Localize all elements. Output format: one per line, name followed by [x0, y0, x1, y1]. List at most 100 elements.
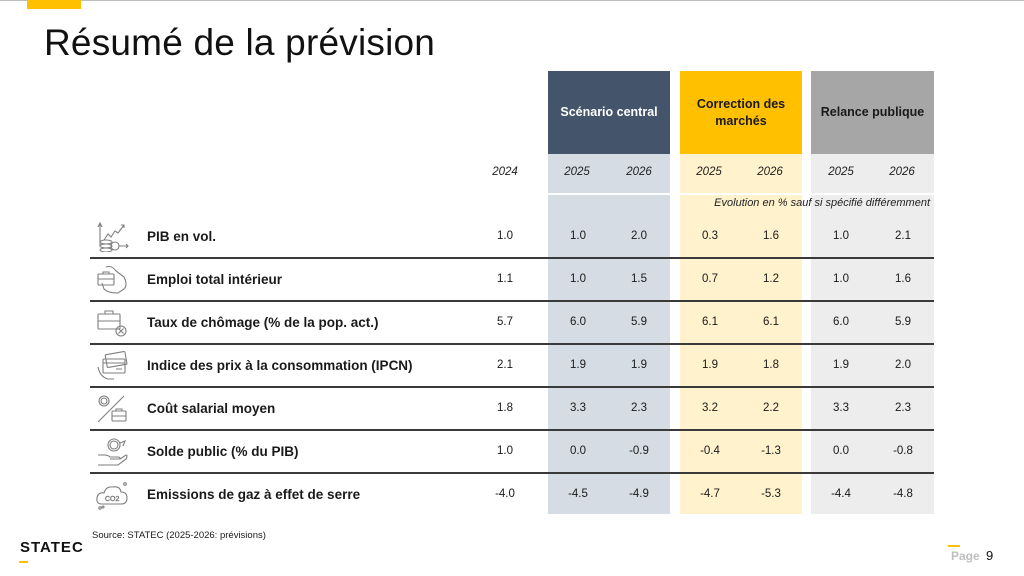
- table-row: Taux de chômage (% de la pop. act.) 5.7 6.…: [90, 301, 934, 344]
- row-divider: [90, 429, 934, 431]
- table-cell: 2.0: [631, 230, 647, 242]
- scenario-years-band: [548, 154, 670, 193]
- table-cell: 2.2: [763, 402, 779, 414]
- row-label: Emissions de gaz à effet de serre: [147, 487, 361, 502]
- page-number: 9: [986, 548, 994, 563]
- table-row: Coût salarial moyen 1.8 3.3 2.3 3.2 2.2 3.3 2.3: [90, 387, 934, 430]
- row-label: Indice des prix à la consommation (IPCN): [147, 358, 413, 373]
- table-cell: 1.9: [570, 359, 586, 371]
- table-cell: 6.0: [833, 316, 849, 328]
- year-header: 2026: [626, 166, 652, 178]
- row-label: Solde public (% du PIB): [147, 444, 299, 459]
- row-label: PIB en vol.: [147, 229, 217, 244]
- credit-card-icon: [94, 349, 130, 381]
- public-balance-icon: [94, 435, 130, 467]
- row-divider: [90, 386, 934, 388]
- top-accent-bar: [27, 0, 81, 9]
- table-cell: 1.9: [631, 359, 647, 371]
- gdp-growth-icon: [94, 220, 130, 253]
- table-cell: 5.7: [497, 316, 513, 328]
- table-cell: 1.9: [833, 359, 849, 371]
- table-cell: 1.0: [833, 273, 849, 285]
- table-cell: -0.9: [629, 445, 649, 457]
- table-cell: 3.3: [570, 402, 586, 414]
- table-cell: -4.5: [568, 488, 588, 500]
- table-cell: -4.4: [831, 488, 851, 500]
- co2-cloud-icon: CO2: [94, 478, 130, 510]
- table-cell: 1.0: [570, 230, 586, 242]
- logo-accent-bar: [19, 561, 28, 563]
- year-header: 2026: [757, 166, 783, 178]
- row-label: Coût salarial moyen: [147, 401, 276, 416]
- table-cell: 1.6: [763, 230, 779, 242]
- scenario-header: Scénario central: [548, 71, 670, 154]
- scenario-values-band: [811, 195, 934, 514]
- table-cell: 2.3: [895, 402, 911, 414]
- year-header: 2025: [696, 166, 722, 178]
- table-cell: 6.0: [570, 316, 586, 328]
- year-header: 2025: [564, 166, 590, 178]
- scenario-values-band: [548, 195, 670, 514]
- table-cell: 2.1: [895, 230, 911, 242]
- table-cell: 5.9: [631, 316, 647, 328]
- table-row: CO2 Emissions de gaz à effet de serre -4.0…: [90, 473, 934, 516]
- top-border: [0, 0, 1024, 1]
- table-cell: 2.3: [631, 402, 647, 414]
- table-cell: 1.5: [631, 273, 647, 285]
- table-cell: 5.9: [895, 316, 911, 328]
- unit-note: Evolution en % sauf si spécifié différem…: [714, 197, 930, 209]
- table-cell: 1.8: [497, 402, 513, 414]
- table-cell: 3.2: [702, 402, 718, 414]
- table-cell: -4.7: [700, 488, 720, 500]
- table-cell: 6.1: [763, 316, 779, 328]
- row-divider: [90, 257, 934, 259]
- year-header: 2025: [828, 166, 854, 178]
- table-cell: 1.0: [570, 273, 586, 285]
- table-cell: 1.8: [763, 359, 779, 371]
- page-label: Page: [951, 549, 980, 563]
- table-cell: 1.1: [497, 273, 513, 285]
- table-cell: 1.0: [833, 230, 849, 242]
- row-divider: [90, 343, 934, 345]
- table-cell: 1.2: [763, 273, 779, 285]
- row-label: Taux de chômage (% de la pop. act.): [147, 315, 379, 330]
- wage-cost-icon: [94, 392, 130, 424]
- page-title: Résumé de la prévision: [44, 22, 436, 63]
- scenario-years-band: [811, 154, 934, 193]
- source-note: Source: STATEC (2025-2026: prévisions): [92, 530, 266, 541]
- table-cell: -5.3: [761, 488, 781, 500]
- year-header: 2026: [889, 166, 915, 178]
- scenario-values-band: [680, 195, 802, 514]
- table-cell: 1.0: [497, 230, 513, 242]
- scenario-header: Relance publique: [811, 71, 934, 154]
- table-cell: -0.4: [700, 445, 720, 457]
- table-cell: 0.3: [702, 230, 718, 242]
- statec-logo: STATEC: [20, 539, 84, 556]
- row-divider: [90, 472, 934, 474]
- table-cell: -4.9: [629, 488, 649, 500]
- svg-text:CO2: CO2: [105, 496, 120, 503]
- table-cell: -1.3: [761, 445, 781, 457]
- table-cell: 3.3: [833, 402, 849, 414]
- table-cell: -0.8: [893, 445, 913, 457]
- table-row: Emploi total intérieur 1.1 1.0 1.5 0.7 1.2 1.0…: [90, 258, 934, 301]
- table-cell: -4.0: [495, 488, 515, 500]
- table-cell: 2.1: [497, 359, 513, 371]
- table-cell: 6.1: [702, 316, 718, 328]
- employment-briefcase-icon: [94, 263, 130, 295]
- page-accent-bar: [948, 545, 960, 547]
- table-row: Indice des prix à la consommation (IPCN)…: [90, 344, 934, 387]
- scenario-years-band: [680, 154, 802, 193]
- row-label: Emploi total intérieur: [147, 272, 283, 287]
- table-cell: 1.0: [497, 445, 513, 457]
- row-divider: [90, 300, 934, 302]
- table-cell: 1.9: [702, 359, 718, 371]
- table-cell: 2.0: [895, 359, 911, 371]
- unemployment-briefcase-icon: [94, 306, 130, 338]
- table-cell: -4.8: [893, 488, 913, 500]
- table-cell: 0.0: [570, 445, 586, 457]
- table-cell: 0.7: [702, 273, 718, 285]
- table-cell: 0.0: [833, 445, 849, 457]
- scenario-header: Correction des marchés: [680, 71, 802, 154]
- table-row: Solde public (% du PIB) 1.0 0.0 -0.9 -0.4 -1.…: [90, 430, 934, 473]
